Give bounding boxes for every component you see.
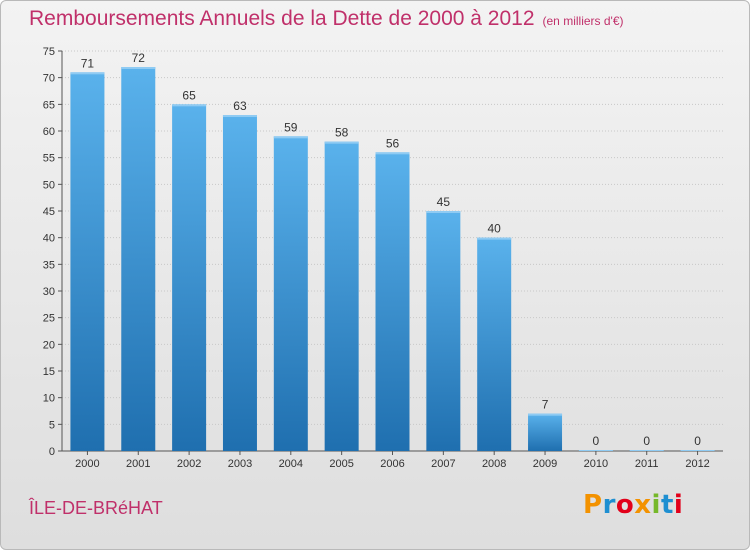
y-tick-label: 75 [43, 46, 55, 58]
y-tick-label: 30 [43, 286, 55, 298]
y-tick-label: 10 [43, 393, 55, 405]
bar-top-highlight [578, 450, 613, 451]
data-label-2008: 40 [488, 222, 502, 236]
x-tick-label-2007: 2007 [431, 458, 455, 470]
bar-top-highlight [273, 136, 308, 139]
bar-2003[interactable] [222, 115, 257, 451]
data-label-2009: 7 [542, 398, 549, 412]
logo-letter: i [673, 490, 684, 520]
bar-top-highlight [680, 450, 715, 451]
y-tick-label: 50 [43, 179, 55, 191]
bar-top-highlight [477, 237, 512, 240]
bar-2006[interactable] [375, 152, 410, 452]
data-label-2000: 71 [81, 56, 95, 70]
x-tick-label-2001: 2001 [126, 458, 150, 470]
data-label-2002: 65 [182, 88, 196, 102]
bar-2004[interactable] [273, 136, 308, 452]
y-tick-label: 65 [43, 99, 55, 111]
data-label-2007: 45 [437, 195, 451, 209]
chart-unit: (en milliers d'€) [542, 14, 624, 28]
x-tick-label-2006: 2006 [380, 458, 404, 470]
data-label-2001: 72 [132, 51, 146, 65]
logo-letter: P [583, 490, 603, 520]
x-tick-label-2000: 2000 [75, 458, 99, 470]
y-tick-label: 5 [49, 419, 55, 431]
logo-letter: o [615, 490, 635, 520]
x-tick-label-2010: 2010 [584, 458, 608, 470]
bar-top-highlight [324, 141, 359, 144]
bar-2002[interactable] [172, 104, 207, 451]
chart-title: Remboursements Annuels de la Dette de 20… [29, 7, 624, 31]
data-label-2011: 0 [643, 434, 650, 448]
bar-top-highlight [629, 450, 664, 451]
bar-top-highlight [70, 72, 105, 75]
bar-2009[interactable] [528, 413, 563, 451]
bar-top-highlight [222, 115, 257, 117]
commune-name: ÎLE-DE-BRéHAT [29, 498, 163, 518]
data-label-2006: 56 [386, 136, 400, 150]
labels: 71 2000 72 2001 65 2002 63 2003 59 2004 58 2005 56 20… [75, 51, 710, 470]
logo-letter: t [660, 490, 674, 520]
x-tick-label-2002: 2002 [177, 458, 201, 470]
x-tick-label-2008: 2008 [482, 458, 506, 470]
bar-2001[interactable] [121, 67, 156, 451]
logo-letter: x [634, 490, 652, 520]
y-tick-label: 25 [43, 313, 55, 325]
y-tick-label: 20 [43, 339, 55, 351]
bar-top-highlight [426, 211, 461, 213]
y-tick-label: 40 [43, 233, 55, 245]
y-tick-label: 45 [43, 206, 55, 218]
data-label-2004: 59 [284, 120, 298, 134]
bar-top-highlight [375, 152, 410, 155]
data-label-2012: 0 [694, 434, 701, 448]
bar-top-highlight [172, 104, 207, 107]
x-tick-label-2005: 2005 [329, 458, 353, 470]
logo-letter: r [602, 490, 616, 520]
y-tick-label: 70 [43, 73, 55, 85]
x-tick-label-2009: 2009 [533, 458, 557, 470]
bar-2008[interactable] [477, 237, 512, 451]
bar-2007[interactable] [426, 211, 461, 451]
data-label-2003: 63 [233, 99, 247, 113]
proxiti-logo[interactable]: Proxiti [583, 490, 683, 520]
y-tick-label: 35 [43, 259, 55, 271]
x-tick-label-2003: 2003 [228, 458, 252, 470]
bar-2005[interactable] [324, 141, 359, 451]
chart-title-text: Remboursements Annuels de la Dette de 20… [29, 7, 535, 30]
data-label-2010: 0 [593, 434, 600, 448]
bars [70, 67, 715, 452]
x-tick-label-2012: 2012 [685, 458, 709, 470]
y-tick-label: 55 [43, 153, 55, 165]
bar-top-highlight [121, 67, 156, 69]
logo-letter: i [651, 490, 661, 520]
data-label-2005: 58 [335, 126, 349, 140]
bar-top-highlight [528, 413, 563, 416]
x-tick-label-2011: 2011 [635, 458, 659, 470]
y-tick-label: 0 [49, 446, 55, 458]
x-tick-label-2004: 2004 [279, 458, 303, 470]
bar-2000[interactable] [70, 72, 105, 451]
y-tick-label: 60 [43, 126, 55, 138]
y-tick-label: 15 [43, 366, 55, 378]
